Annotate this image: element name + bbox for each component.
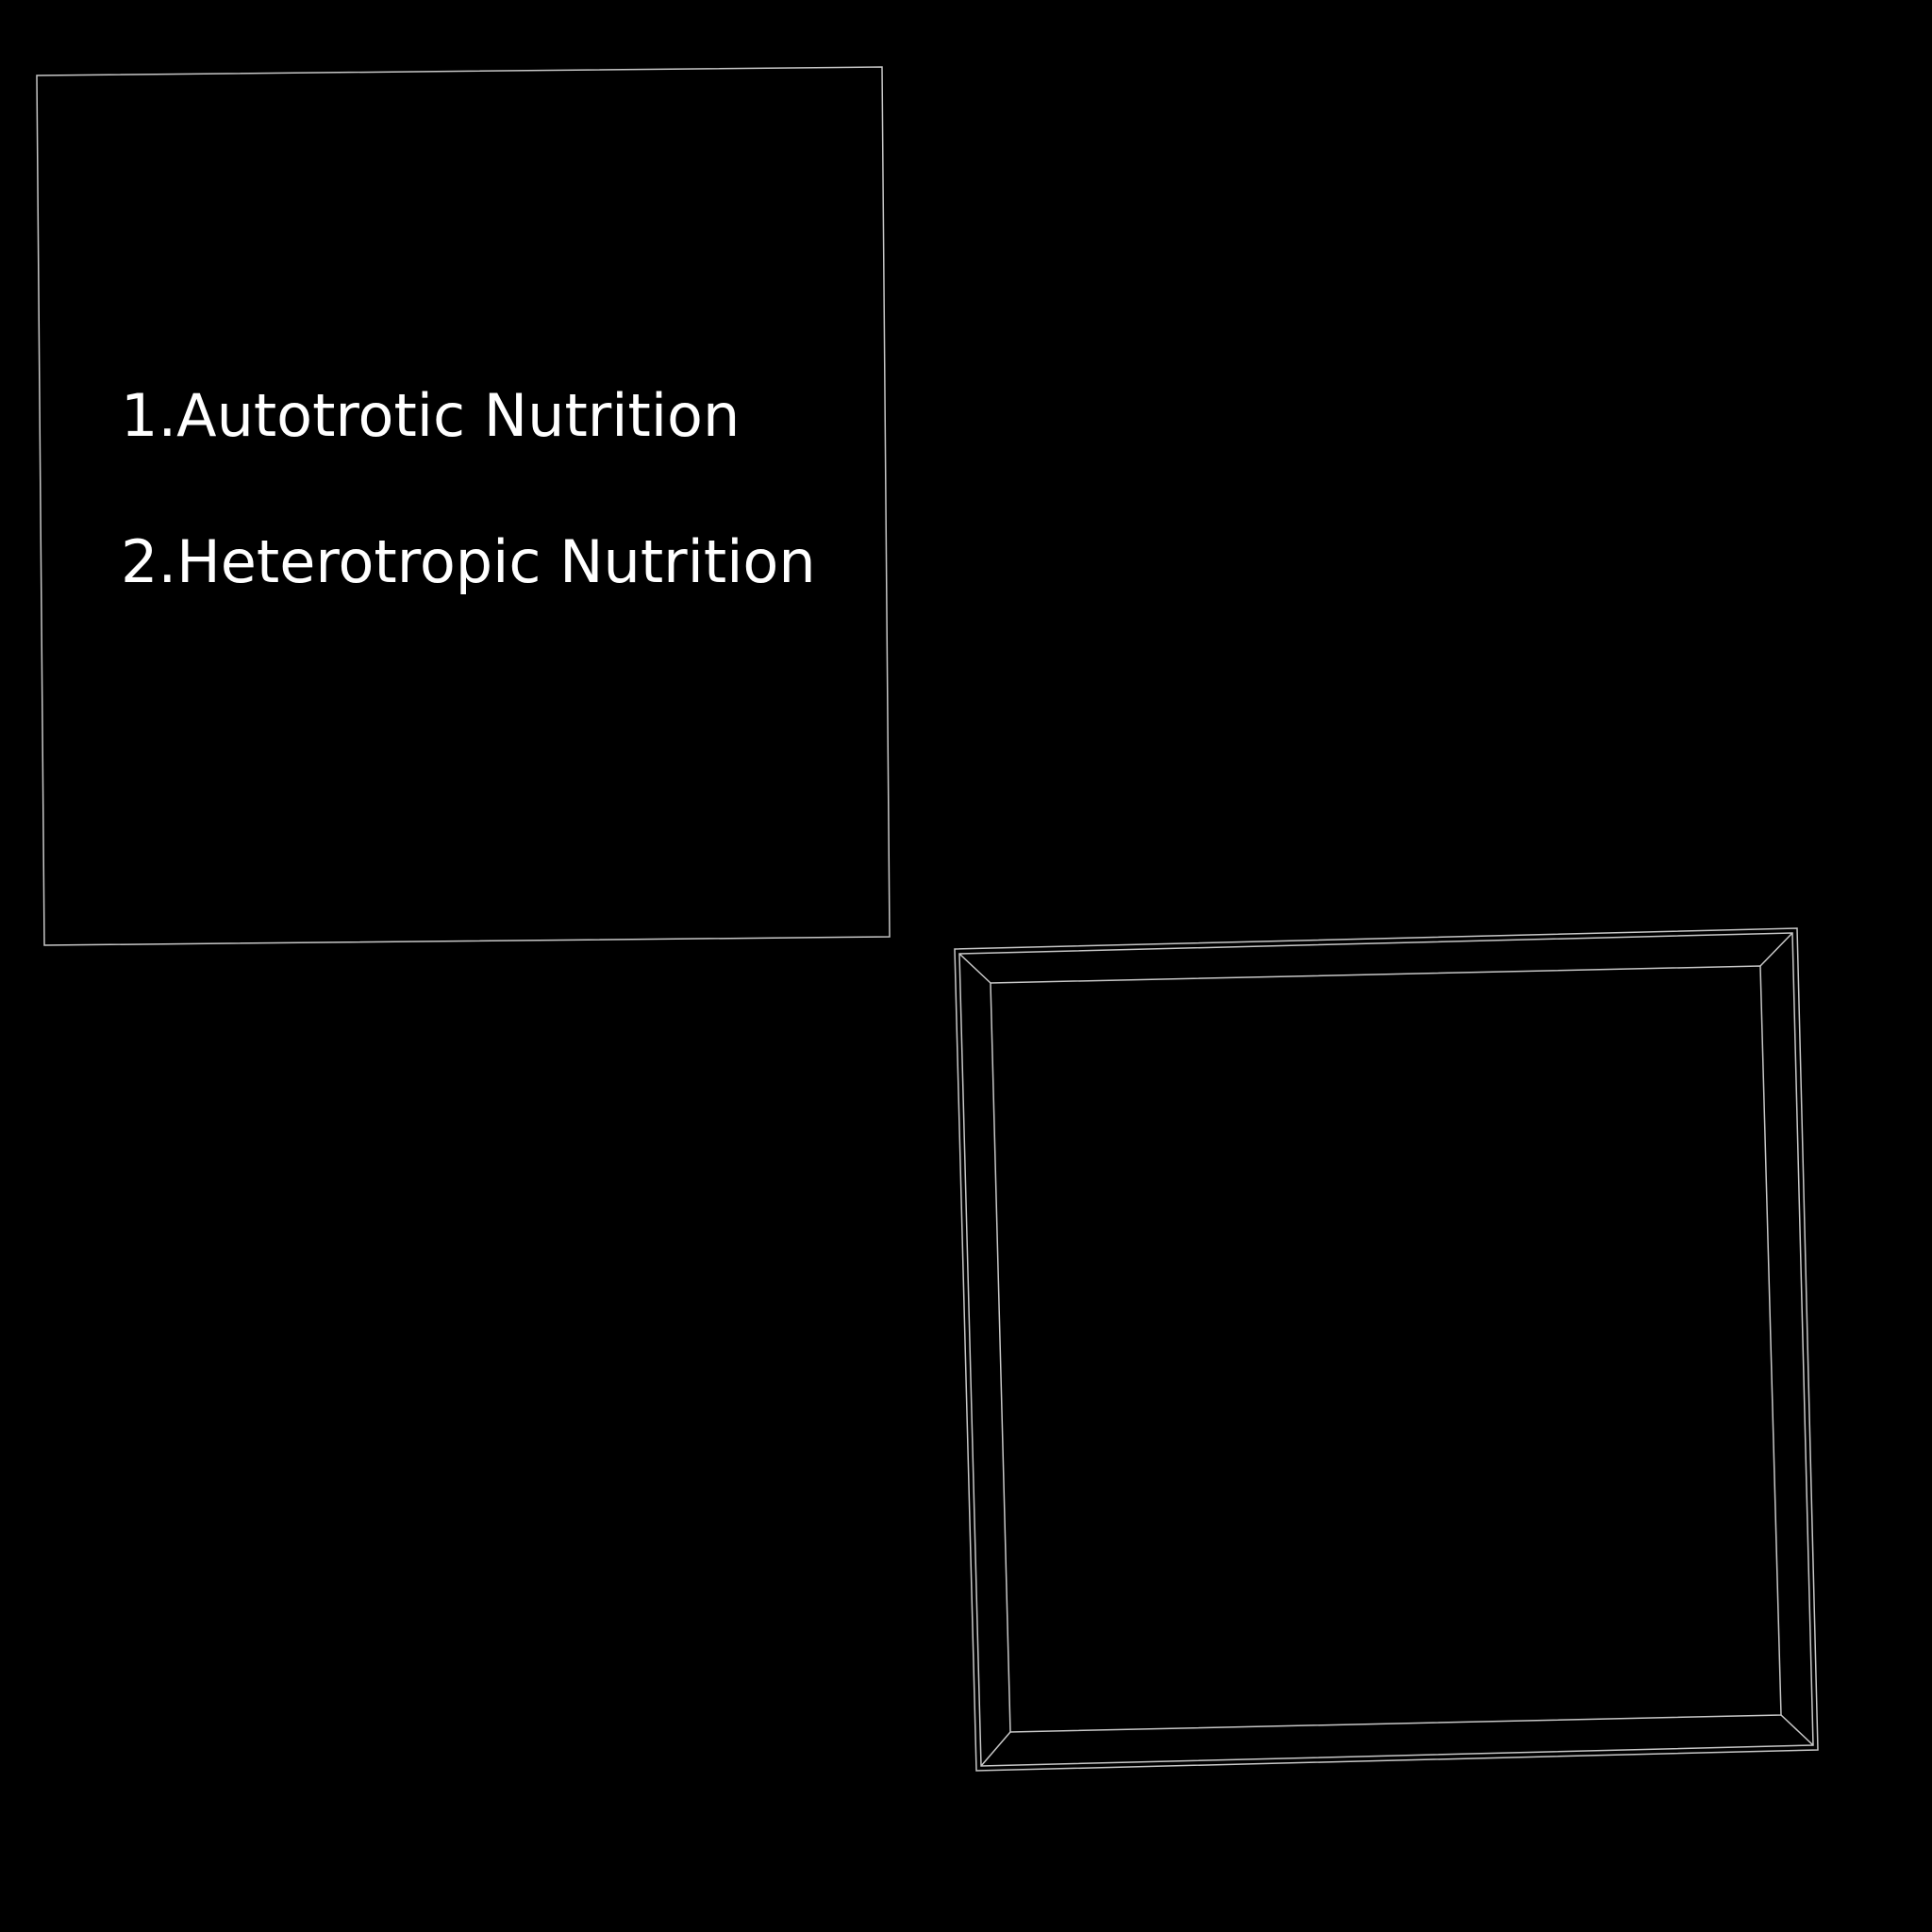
list-item-heterotropic-nutrition: 2.Heterotropic Nutrition: [121, 527, 816, 596]
picture-frame-outer-border: [954, 927, 1819, 1772]
picture-frame-corner-bevel-br: [1780, 1714, 1814, 1746]
picture-frame-corner-bevel-tl: [958, 953, 991, 984]
picture-frame-corner-bevel-tr: [1759, 932, 1793, 967]
picture-frame-outer-border-inner-line: [958, 932, 1814, 1767]
picture-frame-corner-bevel-bl: [980, 1731, 1011, 1767]
text-box-outline: [36, 66, 891, 946]
picture-frame-inner-border: [990, 965, 1782, 1733]
picture-frame: [954, 927, 1819, 1772]
list-item-autotrotic-nutrition: 1.Autotrotic Nutrition: [121, 381, 741, 450]
